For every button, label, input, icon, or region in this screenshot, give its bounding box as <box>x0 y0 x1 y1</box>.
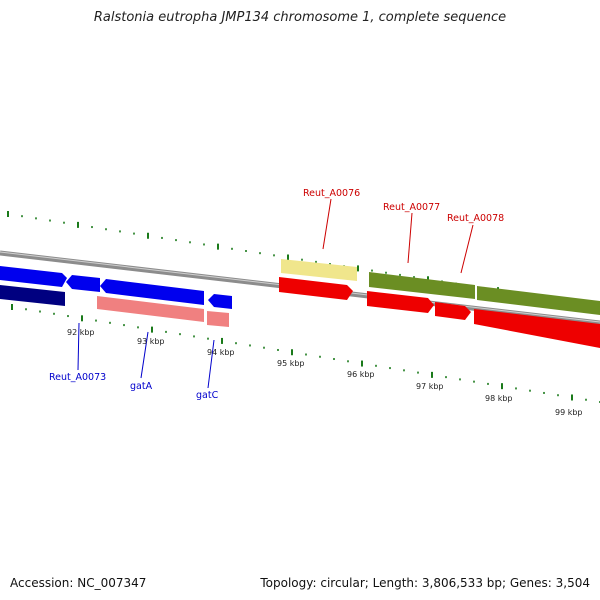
leader-line <box>322 198 332 250</box>
leader-line <box>207 339 215 389</box>
scale-label: 97 kbp <box>416 382 444 391</box>
leader-line <box>407 212 413 264</box>
gene-feature-red[interactable] <box>474 309 600 348</box>
gene-feature-olive[interactable] <box>369 272 475 299</box>
gene-label-reut-a0073[interactable]: Reut_A0073 <box>49 372 106 383</box>
reverse-features-upper <box>281 259 600 315</box>
leader-line <box>460 224 474 274</box>
top-gene-labels: Reut_A0076 Reut_A0077 Reut_A0078 <box>303 188 504 274</box>
gene-feature-dark[interactable] <box>0 285 65 306</box>
gene-feature[interactable] <box>66 275 100 292</box>
gene-feature-red[interactable] <box>367 291 434 313</box>
accession-text: Accession: NC_007347 <box>10 576 147 590</box>
scale-label: 92 kbp <box>67 328 95 337</box>
gene-feature[interactable] <box>208 294 232 309</box>
reverse-features-lower <box>279 277 600 348</box>
gene-label-gata[interactable]: gatA <box>130 381 153 392</box>
leader-line <box>77 322 80 371</box>
gene-label-reut-a0076[interactable]: Reut_A0076 <box>303 188 360 199</box>
scale-labels: 92 kbp 93 kbp 94 kbp 95 kbp 96 kbp 97 kb… <box>67 328 583 417</box>
scale-label: 98 kbp <box>485 394 513 403</box>
scale-label: 93 kbp <box>137 337 165 346</box>
scale-label: 99 kbp <box>555 408 583 417</box>
gene-feature[interactable] <box>0 266 67 287</box>
leader-line <box>140 331 149 379</box>
map-title: Ralstonia eutropha JMP134 chromosome 1, … <box>93 10 507 25</box>
gene-label-reut-a0077[interactable]: Reut_A0077 <box>383 202 440 213</box>
gene-label-reut-a0078[interactable]: Reut_A0078 <box>447 213 504 224</box>
bottom-gene-labels: Reut_A0073 gatA gatC <box>49 322 219 401</box>
gene-feature-olive[interactable] <box>477 286 600 315</box>
gene-feature[interactable] <box>100 279 204 305</box>
sequence-summary: Topology: circular; Length: 3,806,533 bp… <box>260 576 590 590</box>
scale-label: 96 kbp <box>347 370 375 379</box>
forward-features-upper <box>0 266 232 309</box>
scale-label: 95 kbp <box>277 359 305 368</box>
gene-feature-pink[interactable] <box>97 296 204 322</box>
gene-feature-pink[interactable] <box>207 311 229 327</box>
scale-ticks-inner <box>11 304 600 403</box>
forward-features-lower <box>0 285 229 327</box>
gene-feature-red[interactable] <box>435 302 471 320</box>
scale-label: 94 kbp <box>207 348 235 357</box>
gene-label-gatc[interactable]: gatC <box>196 390 219 401</box>
gene-feature-red[interactable] <box>279 277 353 300</box>
gene-feature-yellow[interactable] <box>281 259 357 281</box>
